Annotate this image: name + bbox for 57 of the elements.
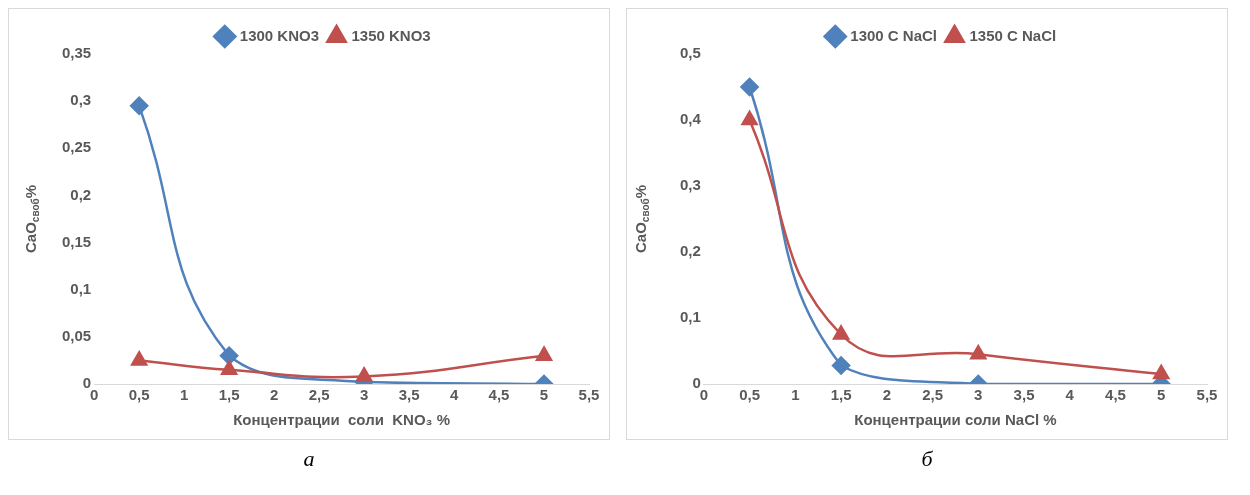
x-tick-label: 2 — [269, 386, 279, 404]
point — [741, 110, 758, 126]
legend-label: 1350 C NaCl — [969, 26, 1057, 44]
y-axis-title: CaOсвоб% — [631, 184, 652, 254]
y-tick-label: 0,1 — [70, 279, 92, 297]
text: б — [920, 446, 934, 472]
y-tick-label: 0 — [692, 374, 701, 392]
legend-label: 1300 C NaCl — [850, 26, 938, 44]
point — [535, 346, 553, 361]
y-tick-label: 0 — [82, 374, 92, 392]
x-tick-label: 0,5 — [128, 386, 150, 404]
y-tick-label: 0,05 — [61, 327, 92, 344]
x-tick-label: 1 — [179, 386, 189, 404]
y-tick-label: 0,25 — [61, 138, 92, 156]
x-tick-label: 3 — [359, 386, 369, 404]
x-tick-label: 0,5 — [739, 386, 761, 404]
x-tick-label: 3,5 — [1013, 386, 1035, 404]
x-tick-label: 2,5 — [308, 386, 330, 404]
x-tick-label: 4 — [1065, 386, 1075, 404]
x-tick-label: 5 — [539, 386, 549, 404]
text: а — [302, 446, 316, 472]
x-tick-label: 4,5 — [488, 386, 510, 404]
y-tick-label: 0,2 — [70, 185, 92, 203]
x-tick-label: 2 — [882, 386, 891, 404]
y-tick-label: 0,1 — [679, 308, 701, 326]
point — [970, 345, 987, 360]
x-tick-label: 1,5 — [830, 386, 852, 404]
point — [129, 96, 149, 116]
y-tick-label: 0,4 — [679, 110, 702, 128]
x-axis-title: Концентрации соли KNO₃ % — [233, 411, 451, 429]
y-axis-title: CaOсвоб% — [22, 184, 42, 254]
point — [740, 77, 759, 97]
x-tick-label: 4 — [449, 386, 459, 404]
y-tick-label: 0,5 — [679, 44, 701, 62]
x-tick-label: 3,5 — [398, 386, 420, 404]
point — [832, 325, 850, 340]
x-tick-label: 1,5 — [218, 386, 240, 404]
x-tick-label: 5 — [1157, 386, 1166, 404]
point — [131, 351, 148, 366]
y-tick-label: 0,3 — [679, 176, 701, 194]
y-tick-label: 0,35 — [61, 44, 92, 62]
x-tick-label: 5,5 — [578, 386, 600, 404]
legend-label: 1300 KNO3 — [239, 26, 320, 44]
point — [1153, 364, 1170, 380]
y-tick-label: 0,2 — [679, 242, 701, 260]
x-tick-label: 4,5 — [1105, 386, 1126, 404]
x-tick-label: 1 — [791, 386, 800, 404]
legend-label: 1350 KNO3 — [351, 26, 431, 44]
point — [220, 360, 238, 376]
y-tick-label: 0,3 — [70, 91, 92, 109]
y-tick-label: 0,15 — [61, 232, 92, 250]
point — [219, 346, 239, 365]
x-tick-label: 5,5 — [1196, 386, 1218, 404]
point — [355, 367, 373, 382]
x-tick-label: 2,5 — [922, 386, 943, 404]
x-axis-title: Концентрации соли NaCl % — [854, 411, 1057, 429]
x-tick-label: 3 — [974, 386, 983, 404]
